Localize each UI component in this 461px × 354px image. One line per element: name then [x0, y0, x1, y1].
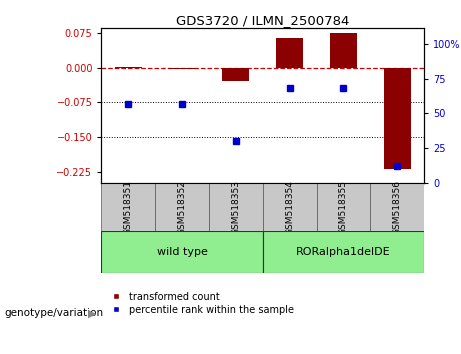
- Bar: [209, 183, 263, 232]
- Bar: [222, 68, 249, 80]
- Text: RORalpha1delDE: RORalpha1delDE: [296, 247, 391, 257]
- Bar: [263, 183, 317, 232]
- Text: GSM518351: GSM518351: [124, 180, 133, 235]
- Title: GDS3720 / ILMN_2500784: GDS3720 / ILMN_2500784: [176, 14, 349, 27]
- Bar: [169, 68, 195, 69]
- Text: GSM518356: GSM518356: [393, 180, 402, 235]
- Text: genotype/variation: genotype/variation: [5, 308, 104, 318]
- Bar: [317, 183, 370, 232]
- Text: GSM518355: GSM518355: [339, 180, 348, 235]
- Bar: [155, 183, 209, 232]
- Bar: [276, 38, 303, 68]
- Text: GSM518354: GSM518354: [285, 180, 294, 235]
- Bar: [263, 232, 424, 273]
- Bar: [330, 33, 357, 68]
- Bar: [384, 68, 411, 169]
- Bar: [370, 183, 424, 232]
- Bar: [101, 232, 263, 273]
- Text: ▶: ▶: [88, 308, 96, 318]
- Text: GSM518353: GSM518353: [231, 180, 240, 235]
- Text: GSM518352: GSM518352: [177, 180, 187, 235]
- Bar: [101, 183, 155, 232]
- Text: wild type: wild type: [157, 247, 207, 257]
- Legend: transformed count, percentile rank within the sample: transformed count, percentile rank withi…: [106, 292, 294, 314]
- Bar: [115, 67, 142, 68]
